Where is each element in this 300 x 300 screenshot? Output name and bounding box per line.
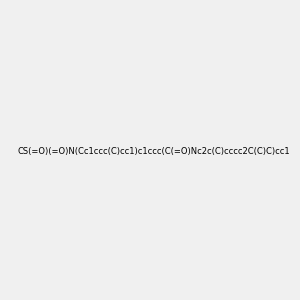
Text: CS(=O)(=O)N(Cc1ccc(C)cc1)c1ccc(C(=O)Nc2c(C)cccc2C(C)C)cc1: CS(=O)(=O)N(Cc1ccc(C)cc1)c1ccc(C(=O)Nc2c… [17, 147, 290, 156]
